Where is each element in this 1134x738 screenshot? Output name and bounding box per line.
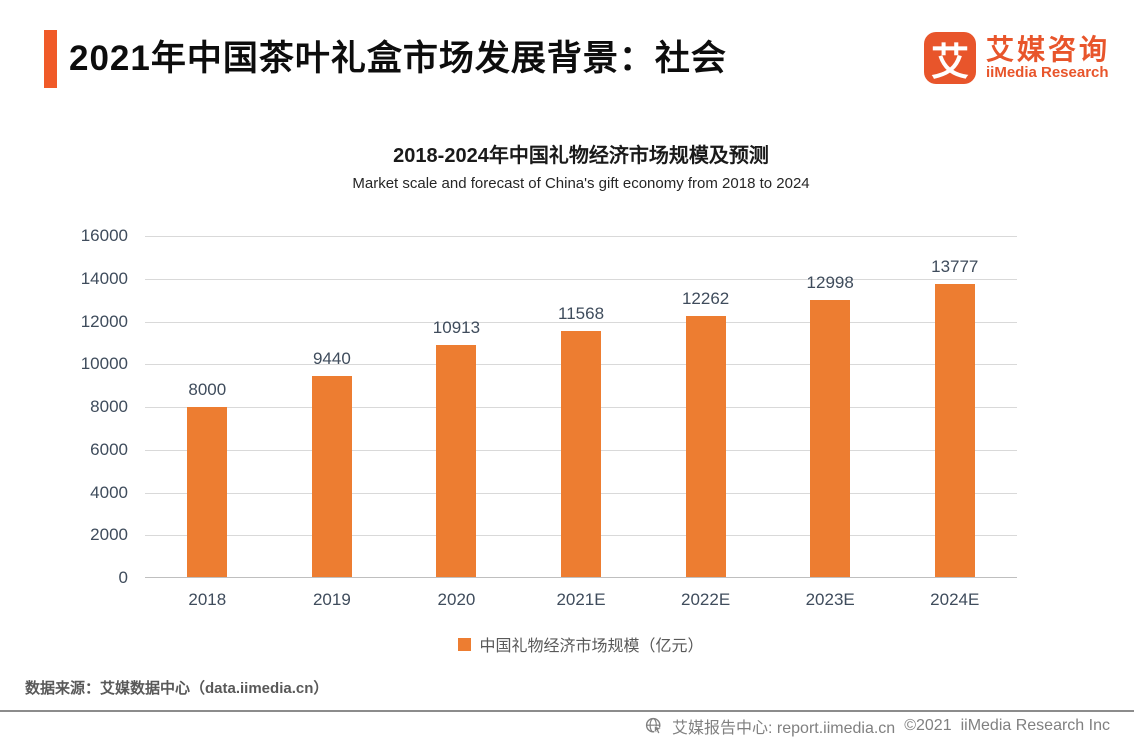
bar-column-2023E: 12998: [768, 236, 893, 578]
y-tick-label: 4000: [90, 482, 128, 502]
bar-value-label: 10913: [432, 317, 481, 337]
bar: [187, 407, 228, 578]
bar-value-label: 11568: [558, 303, 605, 323]
bar: [561, 330, 602, 578]
x-tick-label: 2019: [312, 590, 351, 609]
x-tick-label: 2018: [188, 590, 227, 609]
x-tick-label: 2021E: [556, 590, 606, 609]
iimedia-logo: 艾 艾媒咨询 iiMedia Research: [923, 32, 1110, 84]
title-wrap: 2021年中国茶叶礼盒市场发展背景：社会: [44, 30, 727, 88]
y-tick-label: 6000: [90, 439, 128, 459]
bar-value-label: 12998: [806, 273, 854, 293]
legend: 中国礼物经济市场规模（亿元）: [145, 632, 1017, 656]
bar-column-2021E: 11568: [519, 236, 644, 578]
y-tick-label: 8000: [90, 397, 128, 416]
bar: [311, 376, 352, 578]
footer-company: iiMedia Research Inc: [960, 717, 1110, 734]
y-tick-label: 16000: [80, 226, 128, 245]
logo-name-en: iiMedia Research: [985, 63, 1109, 81]
logo-text: 艾媒咨询 iiMedia Research: [986, 35, 1110, 80]
legend-swatch: [458, 637, 472, 651]
bar: [685, 315, 726, 578]
chart: 2018-2024年中国礼物经济市场规模及预测 Market scale and…: [81, 143, 1017, 656]
x-tick-label: 2024E: [930, 590, 980, 609]
bar-column-2019: 9440: [270, 236, 395, 578]
plot-area: 0 2000 4000 6000 8000 10000 12000 14000 16000 80…: [81, 226, 1017, 587]
x-tick-label: 2023E: [805, 590, 855, 609]
bar: [436, 344, 477, 578]
logo-name-cn: 艾媒咨询: [985, 34, 1110, 66]
legend-label: 中国礼物经济市场规模（亿元）: [479, 638, 704, 655]
y-tick-label: 0: [118, 568, 128, 587]
title-accent-bar: [44, 30, 57, 88]
page-title: 2021年中国茶叶礼盒市场发展背景：社会: [69, 39, 727, 78]
footer: 艾媒报告中心: report.iimedia.cn ©2021 iiMedia …: [645, 714, 1110, 738]
gridline: [145, 278, 1017, 280]
bars-row: 8000 9440 10913 11568 12262 12998 13777: [145, 236, 1017, 578]
y-tick-label: 10000: [80, 354, 128, 374]
gridline: [145, 321, 1017, 323]
footer-copyright: ©2021: [904, 717, 952, 734]
y-tick-label: 2000: [90, 525, 128, 545]
globe-cursor-icon: [645, 717, 663, 735]
x-tick-label: 2020: [437, 590, 476, 609]
chart-subtitle: Market scale and forecast of China's gif…: [352, 175, 810, 192]
data-source-note: 数据来源：艾媒数据中心（data.iimedia.cn）: [25, 680, 329, 697]
y-axis: 0 2000 4000 6000 8000 10000 12000 14000 16000: [0, 226, 128, 587]
bar-value-label: 8000: [188, 380, 227, 399]
bar-value-label: 9440: [312, 349, 351, 369]
bar: [934, 283, 975, 578]
bar-column-2024E: 13777: [892, 236, 1017, 578]
bar-value-label: 13777: [931, 256, 979, 276]
bar-column-2022E: 12262: [643, 236, 768, 578]
bar: [810, 300, 851, 578]
x-axis-line: [145, 577, 1017, 578]
footer-report-center: 艾媒报告中心: report.iimedia.cn: [672, 720, 896, 737]
bar-column-2020: 10913: [394, 236, 519, 578]
bar-value-label: 12262: [681, 288, 730, 308]
footer-divider: [0, 710, 1134, 712]
y-tick-label: 14000: [80, 268, 128, 288]
bar-column-2018: 8000: [145, 236, 270, 578]
iimedia-logo-icon: 艾: [923, 32, 976, 84]
x-tick-label: 2022E: [681, 590, 731, 609]
chart-title: 2018-2024年中国礼物经济市场规模及预测: [393, 145, 769, 167]
gridline: [145, 236, 1017, 237]
x-axis-labels: 2018 2019 2020 2021E 2022E 2023E 2024E: [145, 590, 1017, 610]
header: 2021年中国茶叶礼盒市场发展背景：社会 艾 艾媒咨询 iiMedia Rese…: [44, 30, 1110, 88]
y-tick-label: 12000: [80, 311, 128, 331]
